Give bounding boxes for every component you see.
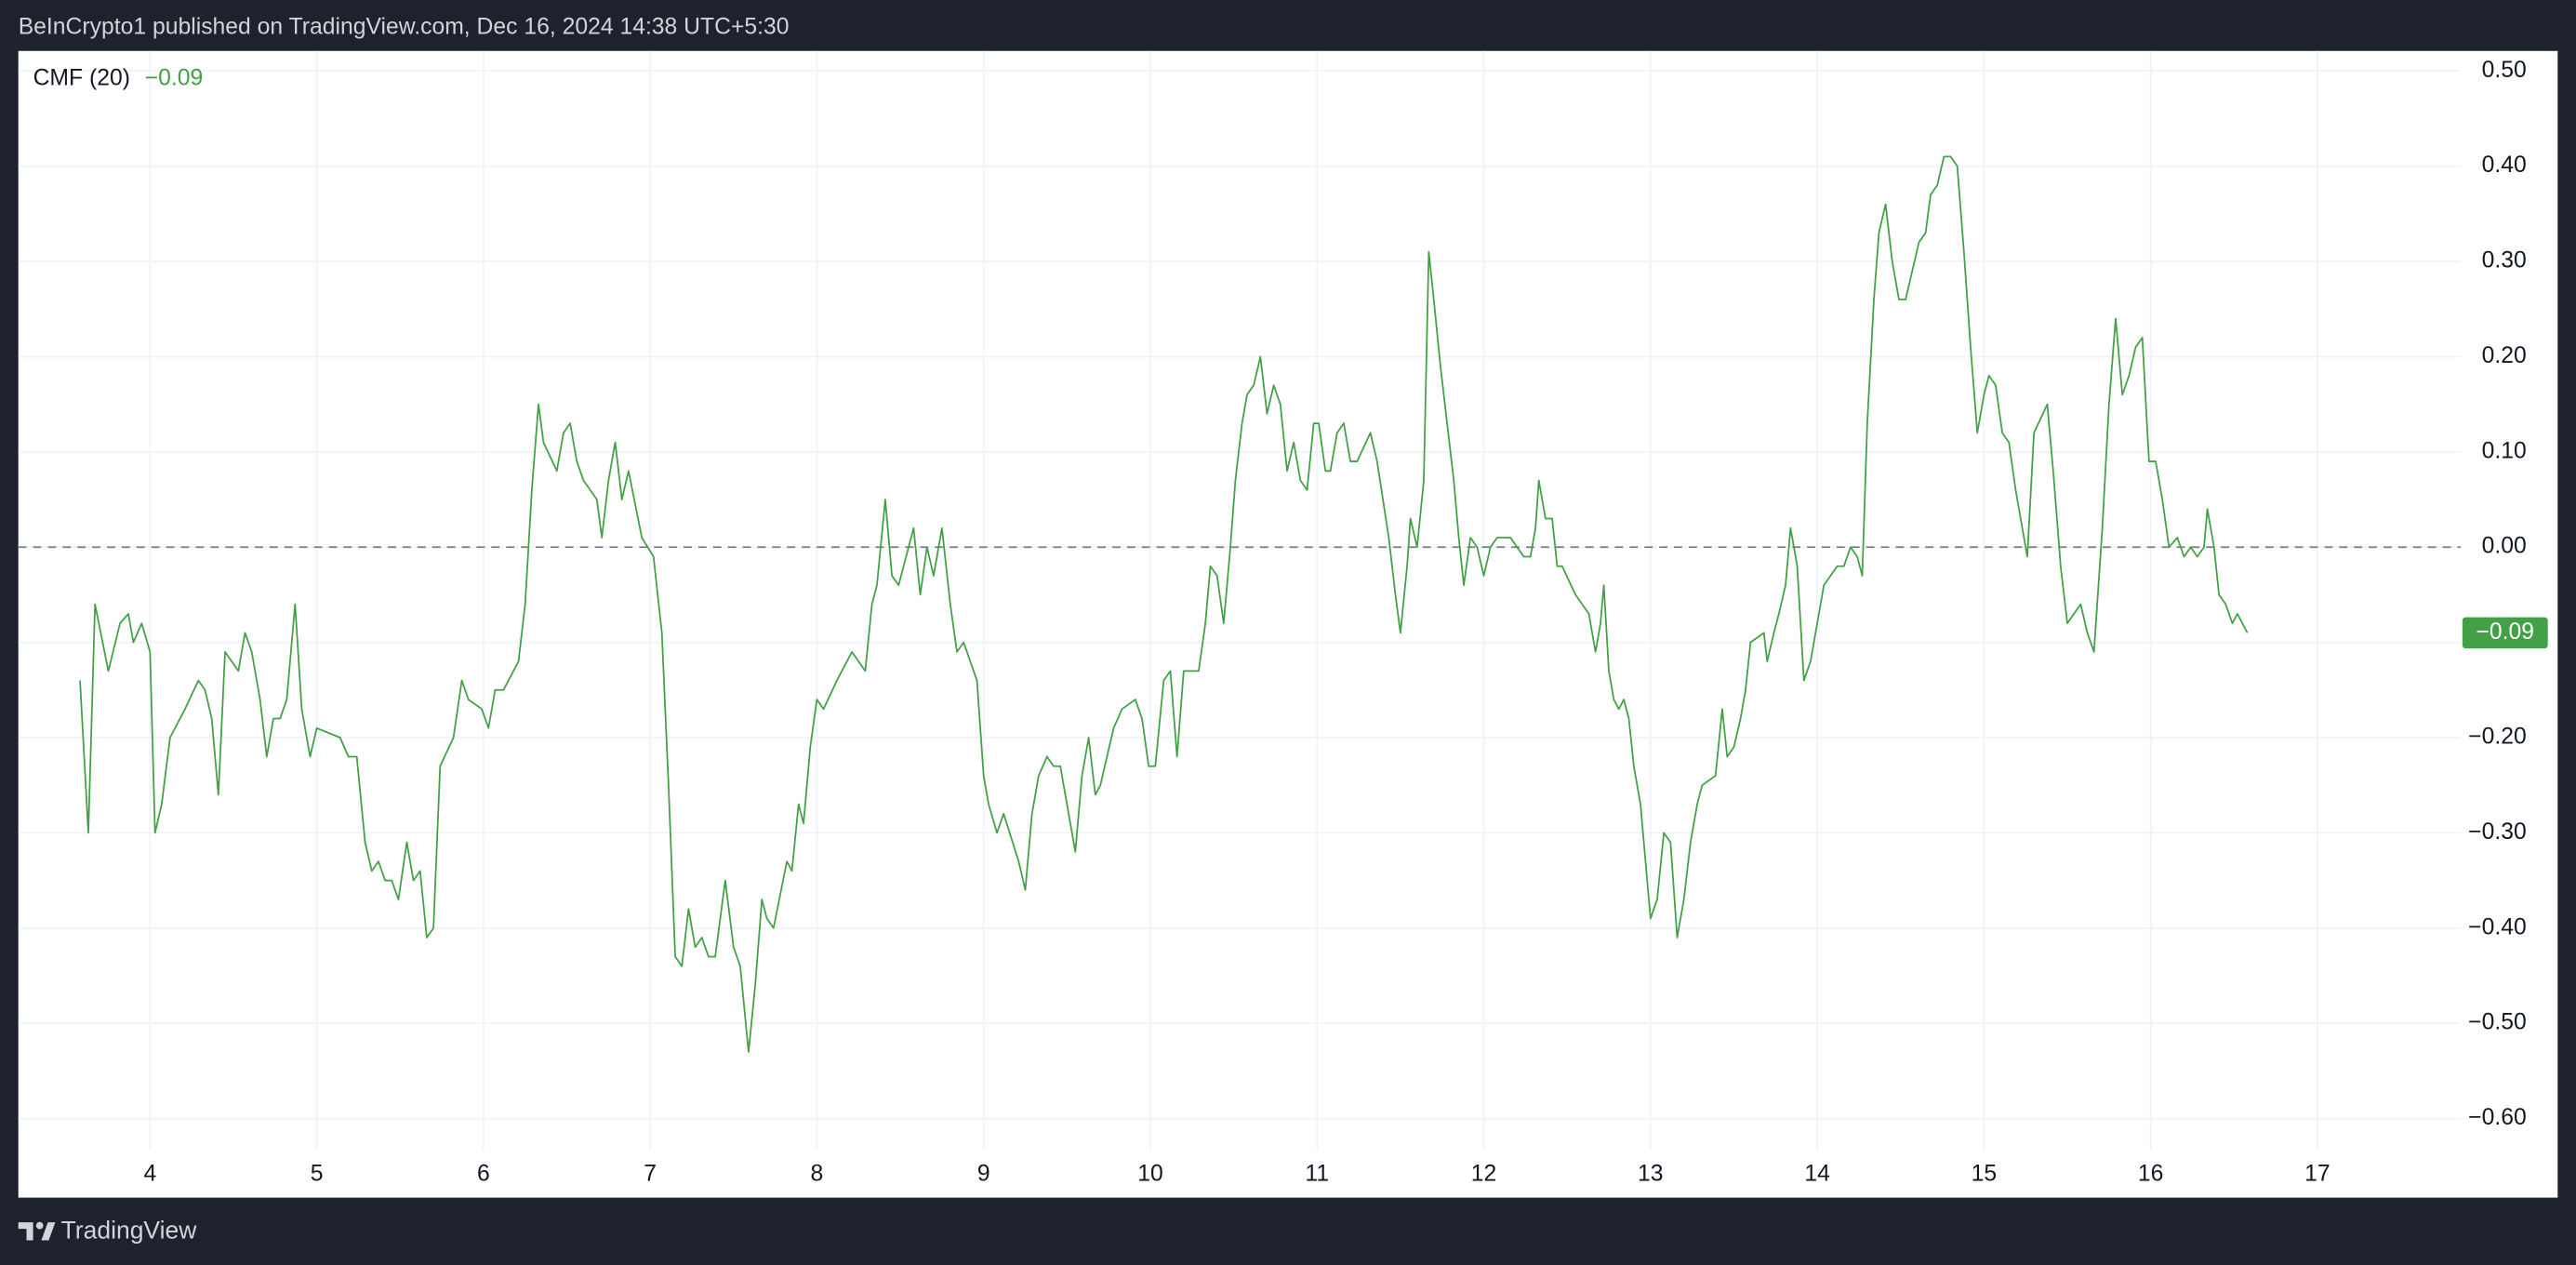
header-text: BeInCrypto1 published on TradingView.com… — [19, 15, 790, 40]
chart-area — [18, 50, 2558, 1198]
y-tick-label: −0.50 — [2468, 1010, 2527, 1035]
x-tick-label: 5 — [311, 1161, 324, 1186]
footer-brand: TradingView — [61, 1217, 198, 1245]
logo-dot — [35, 1221, 44, 1230]
plot — [79, 155, 2249, 1053]
y-tick-label: −0.60 — [2468, 1105, 2527, 1130]
legend-name: CMF (20) — [33, 65, 130, 90]
x-tick-label: 11 — [1305, 1161, 1329, 1186]
footer-logo: TradingView — [18, 1217, 198, 1245]
last-value-badge — [2462, 617, 2548, 649]
grid — [18, 50, 2462, 1151]
y-tick-label: 0.30 — [2482, 248, 2527, 273]
x-tick-label: 14 — [1804, 1161, 1830, 1186]
x-tick-label: 17 — [2304, 1161, 2330, 1186]
y-tick-label: 0.40 — [2482, 153, 2527, 178]
y-tick-label: 0.00 — [2482, 534, 2527, 559]
x-tick-label: 13 — [1638, 1161, 1663, 1186]
axes: 0.500.400.300.200.100.00−0.10−0.20−0.30−… — [143, 58, 2548, 1186]
x-tick-label: 9 — [977, 1161, 990, 1186]
last-value-label: −0.09 — [2476, 619, 2535, 645]
x-tick-label: 8 — [811, 1161, 824, 1186]
legend-value: −0.09 — [145, 65, 204, 90]
x-tick-label: 4 — [143, 1161, 156, 1186]
y-tick-label: −0.30 — [2468, 819, 2527, 845]
x-tick-label: 12 — [1471, 1161, 1496, 1186]
cmf-line — [79, 155, 2249, 1053]
x-tick-label: 7 — [644, 1161, 657, 1186]
y-tick-label: −0.40 — [2468, 914, 2527, 939]
y-tick-label: −0.20 — [2468, 725, 2527, 750]
x-tick-label: 16 — [2138, 1161, 2164, 1186]
y-tick-label: 0.10 — [2482, 438, 2527, 463]
logo-mark — [18, 1222, 33, 1241]
x-tick-label: 10 — [1137, 1161, 1162, 1186]
y-tick-label: 0.50 — [2482, 58, 2527, 83]
x-tick-label: 15 — [1972, 1161, 1998, 1186]
x-tick-label: 6 — [477, 1161, 490, 1186]
y-tick-label: 0.20 — [2482, 343, 2527, 368]
logo-slash — [41, 1222, 56, 1241]
